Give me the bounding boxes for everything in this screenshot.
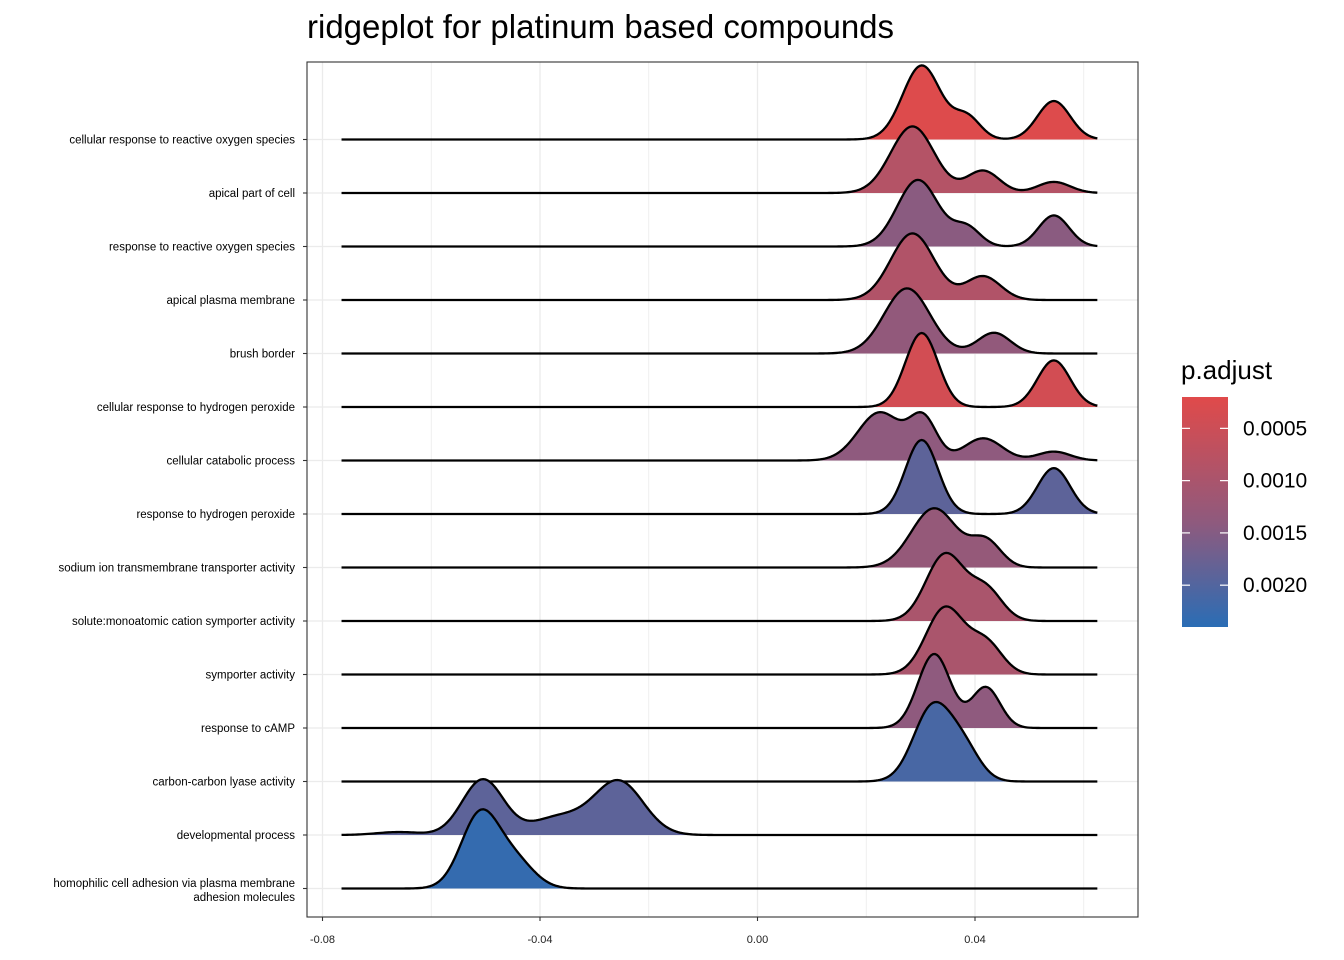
ridges [341,64,1098,890]
ridge-9 [341,551,1098,623]
ridge-outline [341,438,1098,516]
ridge-fill [341,288,1098,354]
ridge-fill [341,606,1098,675]
ridge-outline [341,808,1098,890]
ridge-outline [341,652,1098,730]
category-label: sodium ion transmembrane transporter act… [59,563,296,575]
ridge-11 [341,652,1098,730]
ridge-fill [341,126,1098,193]
ridge-14 [341,808,1098,890]
category-label: response to cAMP [201,723,295,735]
ridge-outline [341,331,1098,409]
ridge-outline [341,551,1098,623]
category-label: cellular response to reactive oxygen spe… [69,135,295,147]
x-tick-label: -0.08 [310,934,335,946]
ridge-13 [341,777,1098,837]
category-label: apical plasma membrane [167,295,295,307]
plot-border [306,61,1139,918]
ridge-6 [341,411,1098,462]
ridge-1 [341,125,1098,195]
category-label: symporter activity [206,670,296,682]
legend-ticks: 0.0005 0.0010 0.0015 0.0020 [1182,417,1307,597]
ridge-fill [341,333,1098,407]
legend-tick-label: 0.0015 [1243,522,1307,545]
ridge-7 [341,438,1098,516]
ridge-8 [341,507,1098,569]
x-tick-label: -0.04 [527,934,552,946]
ridge-3 [341,232,1098,302]
category-label: carbon-carbon lyase activity [152,777,295,789]
category-label: cellular response to hydrogen peroxide [97,402,295,414]
ridge-fill [341,702,1098,782]
x-tick-label: 0.04 [964,934,985,946]
legend-tick-label: 0.0010 [1243,470,1307,493]
x-axis: -0.08 -0.04 0.00 0.04 [310,917,986,946]
ridge-outline [341,232,1098,302]
ridge-fill [341,508,1098,568]
ridge-fill [341,233,1098,300]
ridge-outline [341,605,1098,676]
category-label: solute:monoatomic cation symporter activ… [72,616,295,628]
category-label: response to hydrogen peroxide [136,509,295,521]
x-tick-label: 0.00 [747,934,768,946]
category-label: brush border [230,349,295,361]
ridge-5 [341,331,1098,409]
ridge-outline [341,287,1098,355]
ridge-10 [341,605,1098,676]
plot-panel [307,62,1138,917]
ridge-fill [341,653,1098,728]
ridge-outline [341,507,1098,569]
legend-title: p.adjust [1181,355,1273,385]
category-label: apical part of cell [209,188,295,200]
ridge-12 [341,700,1098,783]
legend-tick-label: 0.0020 [1243,574,1307,597]
ridge-fill [341,552,1098,621]
chart-title: ridgeplot for platinum based compounds [307,8,895,45]
ridge-outline [341,178,1098,248]
ridge-0 [341,64,1098,141]
legend: p.adjust 0.0005 0.0010 0.0015 0.0020 [1181,355,1307,627]
category-label: response to reactive oxygen species [109,242,295,254]
legend-tick-label: 0.0005 [1243,417,1307,440]
legend-colorbar [1182,397,1228,627]
ridge-outline [341,700,1098,783]
ridge-fill [341,440,1098,514]
ridge-outline [341,64,1098,141]
ridge-outline [341,777,1098,837]
category-label: developmental process [177,830,296,842]
ridge-2 [341,178,1098,248]
category-label: cellular catabolic process [167,456,296,468]
ridge-outline [341,125,1098,195]
ridge-fill [341,412,1098,461]
ridge-4 [341,287,1098,355]
y-axis-labels: cellular response to reactive oxygen spe… [53,135,307,904]
ridge-outline [341,411,1098,462]
category-label: homophilic cell adhesion via plasma memb… [53,878,295,904]
ridge-fill [341,179,1098,247]
